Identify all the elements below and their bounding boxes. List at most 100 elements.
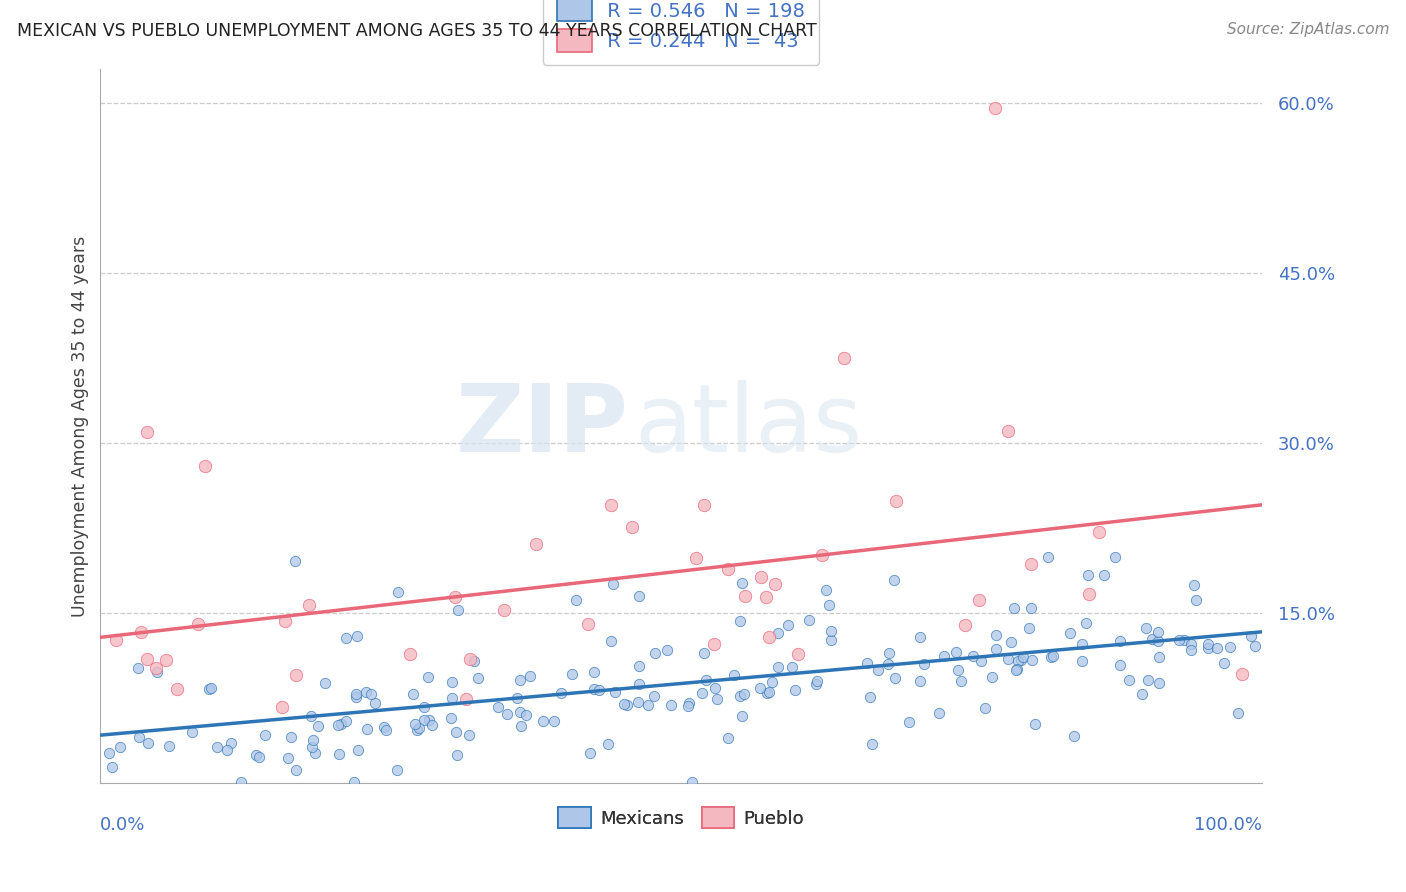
Point: [304, 746, 326, 760]
Point: [733, 687, 755, 701]
Point: [761, 675, 783, 690]
Point: [166, 682, 188, 697]
Point: [1021, 558, 1043, 572]
Point: [1021, 653, 1043, 667]
Point: [576, 617, 599, 632]
Point: [1227, 706, 1250, 721]
Point: [596, 737, 619, 751]
Point: [1147, 634, 1170, 648]
Point: [187, 616, 209, 631]
Point: [135, 652, 157, 666]
Point: [326, 717, 349, 731]
Point: [897, 714, 920, 729]
Point: [98, 746, 121, 760]
Point: [681, 775, 703, 789]
Point: [1185, 593, 1208, 607]
Point: [1018, 621, 1040, 635]
Point: [884, 494, 907, 508]
Point: [1010, 653, 1032, 667]
Point: [277, 751, 299, 765]
Point: [1019, 600, 1042, 615]
Point: [1180, 643, 1202, 657]
Point: [1088, 525, 1111, 540]
Point: [1180, 637, 1202, 651]
Point: [997, 652, 1019, 666]
Point: [731, 576, 754, 591]
Point: [412, 713, 434, 727]
Point: [440, 711, 463, 725]
Point: [1240, 629, 1263, 643]
Point: [194, 458, 217, 473]
Point: [786, 647, 808, 661]
Point: [883, 671, 905, 685]
Point: [588, 683, 610, 698]
Point: [274, 615, 297, 629]
Point: [730, 614, 752, 628]
Point: [373, 720, 395, 734]
Point: [314, 676, 336, 690]
Point: [205, 740, 228, 755]
Point: [1147, 676, 1170, 690]
Point: [1005, 663, 1028, 677]
Point: [1146, 625, 1168, 640]
Point: [810, 548, 832, 562]
Point: [344, 690, 367, 705]
Point: [717, 731, 740, 745]
Point: [797, 613, 820, 627]
Point: [820, 633, 842, 648]
Point: [418, 714, 440, 728]
Point: [1071, 654, 1094, 668]
Point: [1024, 717, 1046, 731]
Point: [603, 684, 626, 698]
Point: [284, 763, 307, 777]
Point: [146, 665, 169, 679]
Point: [628, 589, 651, 603]
Point: [1077, 568, 1099, 582]
Point: [280, 731, 302, 745]
Point: [616, 698, 638, 712]
Point: [780, 660, 803, 674]
Point: [387, 585, 409, 599]
Point: [997, 424, 1019, 438]
Point: [621, 520, 644, 534]
Point: [496, 707, 519, 722]
Point: [197, 681, 219, 696]
Point: [1059, 626, 1081, 640]
Point: [467, 671, 489, 685]
Point: [983, 101, 1005, 115]
Point: [1243, 640, 1265, 654]
Point: [1000, 635, 1022, 649]
Point: [1007, 654, 1029, 668]
Point: [1074, 616, 1097, 631]
Point: [385, 763, 408, 777]
Point: [402, 687, 425, 701]
Point: [135, 425, 157, 439]
Point: [328, 747, 350, 761]
Point: [734, 589, 756, 603]
Point: [108, 739, 131, 754]
Point: [776, 618, 799, 632]
Point: [690, 686, 713, 700]
Point: [219, 736, 242, 750]
Point: [356, 723, 378, 737]
Text: ZIP: ZIP: [456, 380, 628, 472]
Point: [159, 739, 181, 753]
Point: [582, 665, 605, 679]
Point: [859, 690, 882, 705]
Point: [413, 699, 436, 714]
Point: [583, 682, 606, 697]
Point: [457, 728, 479, 742]
Point: [128, 730, 150, 744]
Point: [1118, 673, 1140, 687]
Point: [1038, 549, 1060, 564]
Point: [104, 633, 127, 648]
Point: [136, 736, 159, 750]
Point: [756, 686, 779, 700]
Point: [531, 714, 554, 729]
Point: [868, 663, 890, 677]
Point: [984, 642, 1007, 657]
Point: [644, 646, 666, 660]
Point: [145, 661, 167, 675]
Point: [509, 673, 531, 687]
Point: [659, 698, 682, 712]
